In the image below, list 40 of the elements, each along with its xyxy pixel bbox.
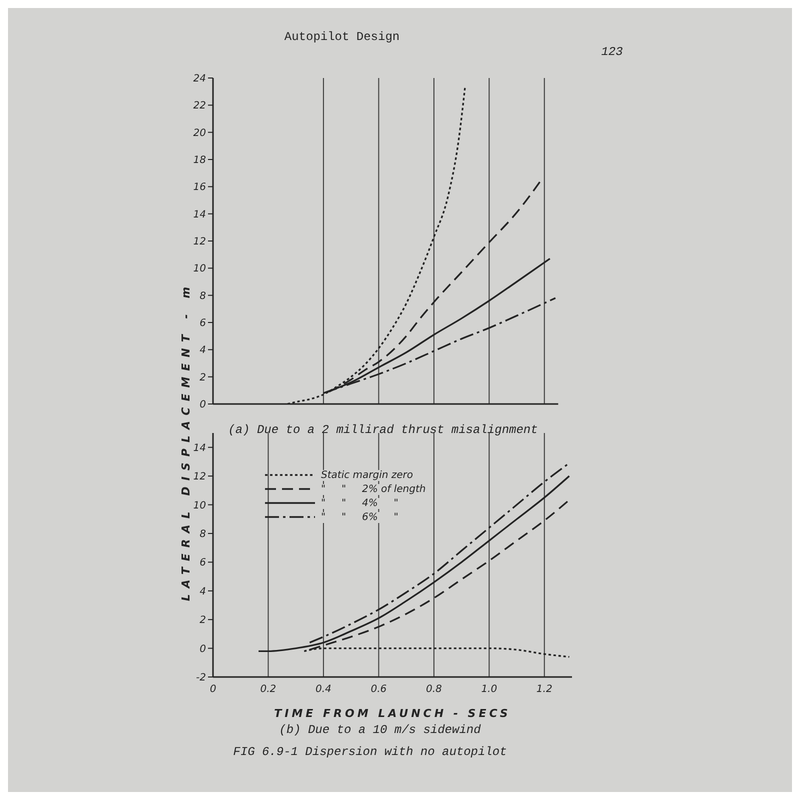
y-tick-label: 8 xyxy=(200,529,206,540)
y-tick-label: 8 xyxy=(200,290,206,302)
x-tick-label: 0.4 xyxy=(316,684,332,696)
y-tick-label: 24 xyxy=(193,74,206,85)
y-tick-label: 10 xyxy=(193,500,206,512)
x-tick-label: 0.2 xyxy=(260,684,276,696)
y-axis-title: LATERAL DISPLACEMENT - m xyxy=(180,280,192,602)
y-tick-label: 10 xyxy=(193,264,206,275)
y-tick-label: 14 xyxy=(193,442,206,454)
y-tick-label: 0 xyxy=(200,400,206,411)
text: (a) Due to a 2 millirad thrust misalignment xyxy=(228,423,538,437)
y-tick-label: 4 xyxy=(200,586,206,598)
legend-label: " " 6% " xyxy=(321,512,398,522)
y-tick-label: 22 xyxy=(193,100,206,112)
x-tick-label: 1.0 xyxy=(481,684,498,696)
y-tick-label: 16 xyxy=(193,182,206,194)
y-tick-label: 6 xyxy=(200,318,206,330)
y-tick-label: 6 xyxy=(200,558,206,569)
text: 123 xyxy=(601,45,623,59)
y-tick-label: 12 xyxy=(193,472,206,483)
legend-label: " " 4% " xyxy=(321,498,398,508)
text: (b) Due to a 10 m/s sidewind xyxy=(279,723,481,737)
y-tick-label: 2 xyxy=(200,372,206,384)
legend-label: " " 2% of length xyxy=(321,484,426,494)
y-tick-label: 4 xyxy=(200,345,206,356)
y-tick-label: -2 xyxy=(196,672,206,684)
text: Autopilot Design xyxy=(284,30,400,44)
y-tick-label: 18 xyxy=(193,155,206,166)
x-tick-label: 1.2 xyxy=(536,684,552,696)
caption: FIG 6.9-1 Dispersion with no autopilot xyxy=(233,745,507,759)
y-tick-label: 14 xyxy=(193,209,206,220)
legend-label: Static margin zero xyxy=(321,470,414,480)
y-tick-label: 12 xyxy=(193,236,206,248)
y-tick-label: 20 xyxy=(193,128,206,139)
y-tick-label: 0 xyxy=(200,644,206,655)
x-tick-label: 0 xyxy=(210,684,216,696)
x-tick-label: 0.6 xyxy=(370,684,387,696)
y-tick-label: 2 xyxy=(200,615,206,626)
x-axis-title: TIME FROM LAUNCH - SECS xyxy=(274,707,511,720)
x-tick-label: 0.8 xyxy=(426,684,442,696)
